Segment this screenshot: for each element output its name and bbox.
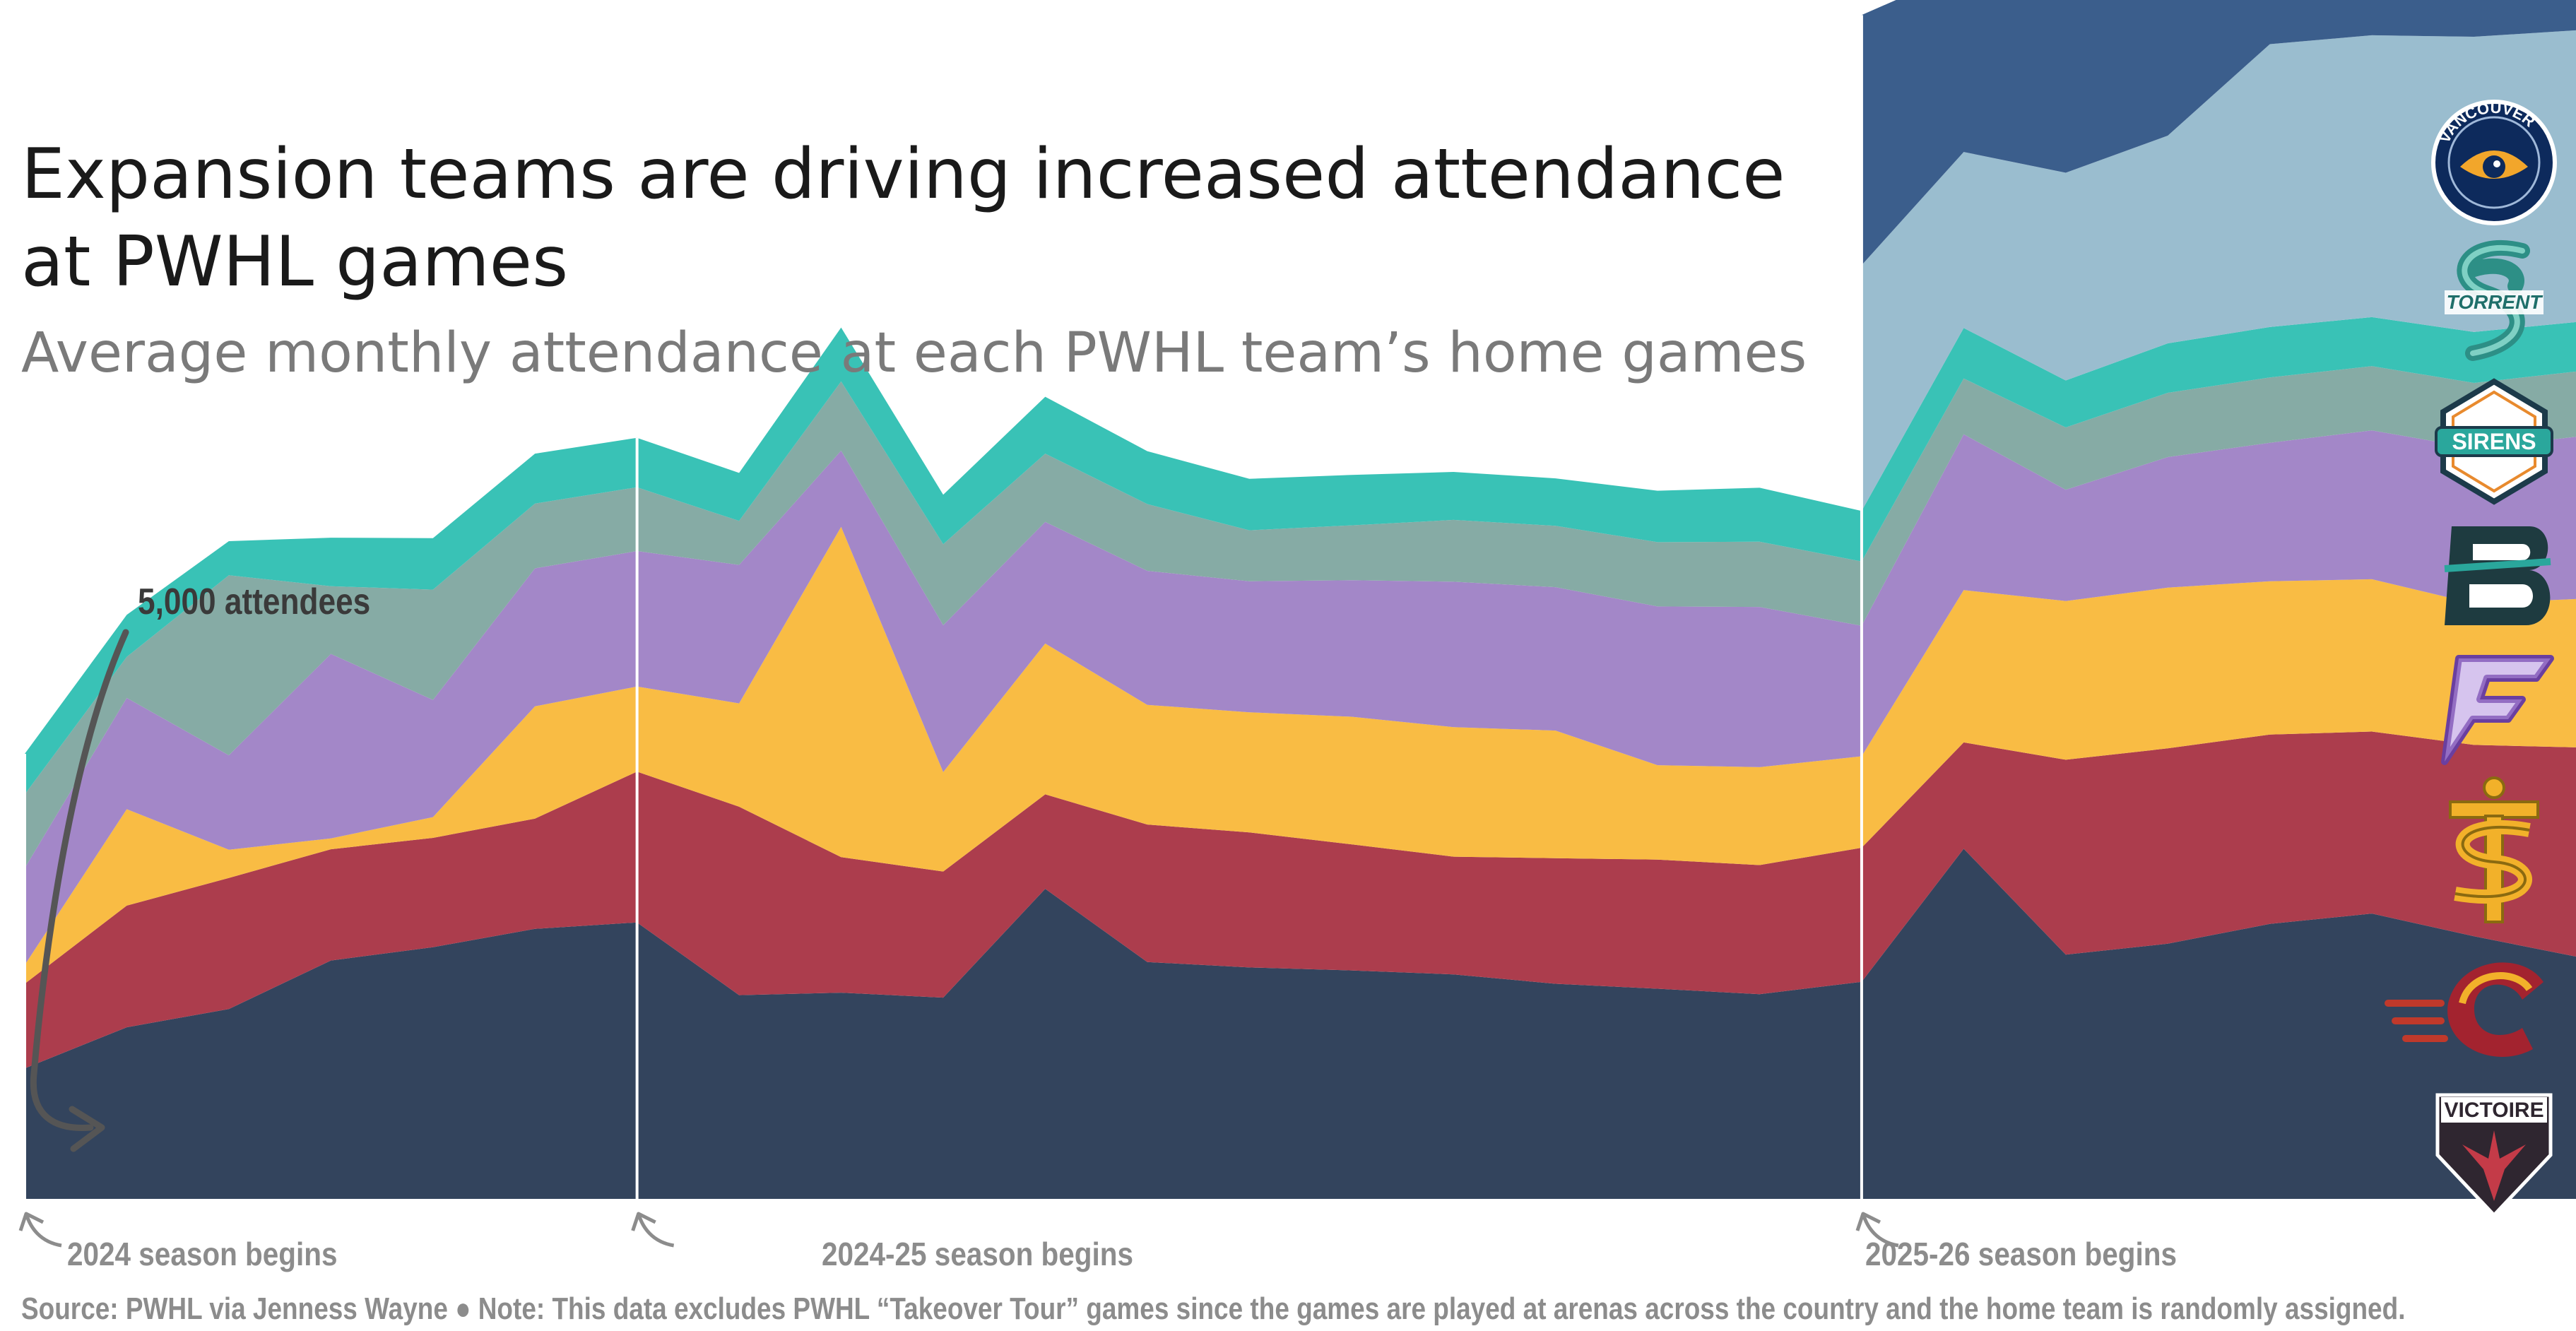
area-series-8 <box>1861 0 2576 266</box>
season-arrow-2 <box>637 1213 675 1248</box>
annotation-arrow <box>30 629 129 1152</box>
season-arrow-1 <box>24 1213 62 1248</box>
chart-subtitle: Average monthly attendance at each PWHL … <box>21 321 1807 385</box>
area-series-5 <box>25 366 2576 868</box>
chart-title: Expansion teams are driving increased at… <box>21 134 1785 302</box>
svg-text:SIRENS: SIRENS <box>2452 429 2536 454</box>
season-arrow-head-3 <box>1855 1212 1881 1231</box>
area-series-7 <box>1861 30 2576 511</box>
source-note: Source: PWHL via Jenness Wayne ● Note: T… <box>21 1291 2406 1326</box>
svg-text:VICTOIRE: VICTOIRE <box>2444 1099 2543 1122</box>
area-series-3 <box>25 526 2576 984</box>
ottawa-charge-logo <box>2385 962 2543 1057</box>
season-divider-lines <box>23 15 1863 1199</box>
area-series-6 <box>25 317 2576 795</box>
annotation-label: 5,000 attendees <box>138 581 371 622</box>
svg-text:TORRENT: TORRENT <box>2447 291 2544 313</box>
boston-fleet-logo <box>2444 526 2551 625</box>
team-logos: VANCOUVER TORRENT SIRENS <box>2385 99 2557 1218</box>
season-label-2024-25: 2024-25 season begins <box>822 1236 1134 1272</box>
season-arrows <box>18 1212 1899 1248</box>
annotation-arrow-head <box>69 1106 105 1152</box>
minnesota-frost-logo <box>2441 655 2554 765</box>
season-label-2024: 2024 season begins <box>67 1236 338 1272</box>
season-arrow-head-2 <box>631 1212 656 1231</box>
area-series-1 <box>25 848 2576 1199</box>
season-arrow-head-1 <box>18 1212 45 1231</box>
season-arrow-3 <box>1861 1213 1899 1248</box>
annotation-arrow-curve <box>30 629 129 1131</box>
goldeneyes-logo: VANCOUVER <box>2431 99 2557 225</box>
area-layers <box>25 0 2576 1199</box>
montreal-victoire-logo: VICTOIRE <box>2435 1093 2553 1218</box>
season-label-2025-26: 2025-26 season begins <box>1865 1236 2178 1272</box>
area-series-4 <box>25 430 2576 965</box>
torrent-logo: TORRENT <box>2445 239 2544 361</box>
area-series-2 <box>25 731 2576 1069</box>
sirens-logo: SIRENS <box>2435 378 2553 505</box>
toronto-sceptres-logo <box>2449 776 2539 923</box>
